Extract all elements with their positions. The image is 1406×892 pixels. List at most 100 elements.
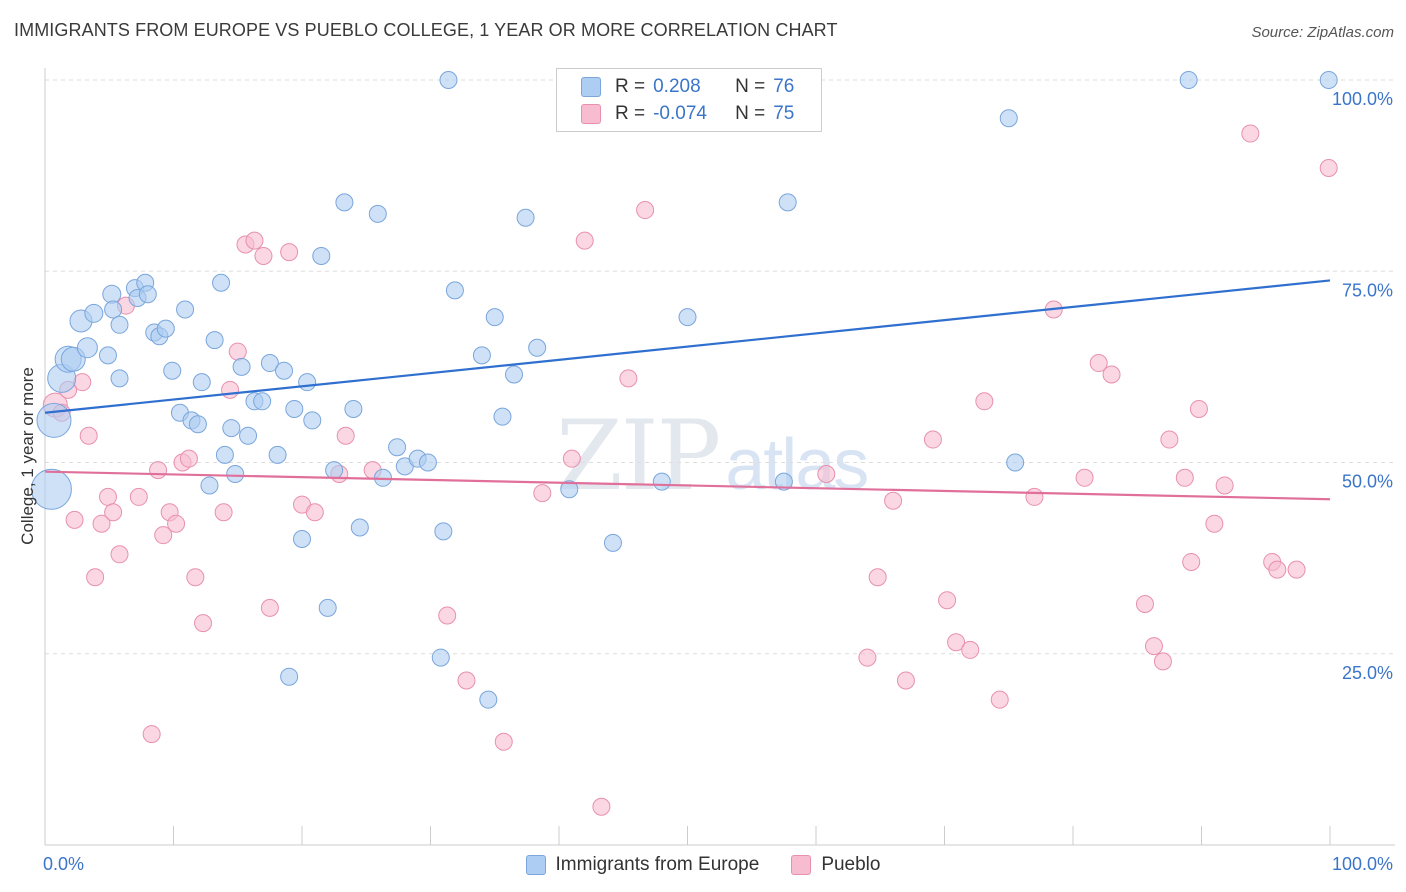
europe-point xyxy=(778,193,797,212)
legend-r-label: R = xyxy=(615,103,646,124)
chart-title: IMMIGRANTS FROM EUROPE VS PUEBLO COLLEGE… xyxy=(14,20,838,40)
europe-point xyxy=(516,208,535,227)
pueblo-point xyxy=(1075,468,1094,487)
pueblo-point xyxy=(228,342,247,361)
pueblo-point xyxy=(438,606,457,625)
europe-point xyxy=(98,346,117,365)
europe-point xyxy=(1006,453,1025,472)
pueblo-point xyxy=(961,640,980,659)
europe-point xyxy=(505,365,524,384)
watermark: ZIPatlas xyxy=(556,400,869,512)
pueblo-point xyxy=(179,449,198,468)
legend-swatch-europe xyxy=(581,77,601,97)
pueblo-point xyxy=(65,510,84,529)
pueblo-point xyxy=(457,671,476,690)
europe-point xyxy=(232,357,251,376)
trend-lines xyxy=(44,279,1331,501)
europe-point xyxy=(493,407,512,426)
europe-point xyxy=(226,464,245,483)
europe-point xyxy=(560,480,579,499)
pueblo-point xyxy=(494,732,513,751)
pueblo-point xyxy=(575,231,594,250)
pueblo-point xyxy=(1089,354,1108,373)
europe-point xyxy=(434,522,453,541)
pueblo-point xyxy=(562,449,581,468)
pueblo-points xyxy=(42,124,1338,816)
pueblo-point xyxy=(73,373,92,392)
pueblo-point xyxy=(1215,476,1234,495)
europe-point xyxy=(431,648,450,667)
y-axis-label: College, 1 year or more xyxy=(18,367,37,545)
pueblo-point xyxy=(1189,399,1208,418)
europe-trend-line xyxy=(44,279,1331,414)
europe-point xyxy=(298,373,317,392)
europe-point xyxy=(344,399,363,418)
europe-point xyxy=(528,338,547,357)
europe-point xyxy=(303,411,322,430)
pueblo-point xyxy=(305,503,324,522)
pueblo-point xyxy=(260,598,279,617)
pueblo-point xyxy=(923,430,942,449)
pueblo-point xyxy=(254,246,273,265)
pueblo-point xyxy=(214,503,233,522)
europe-point xyxy=(678,308,697,327)
legend-swatch-pueblo xyxy=(581,104,601,124)
source-label: Source: ZipAtlas.com xyxy=(1251,24,1394,41)
pueblo-point xyxy=(975,392,994,411)
pueblo-point xyxy=(858,648,877,667)
pueblo-point xyxy=(947,633,966,652)
pueblo-point xyxy=(245,231,264,250)
europe-point xyxy=(368,204,387,223)
pueblo-point xyxy=(186,568,205,587)
pueblo-point xyxy=(98,487,117,506)
pueblo-point xyxy=(154,526,173,545)
europe-point xyxy=(156,319,175,338)
europe-point xyxy=(163,361,182,380)
pueblo-point xyxy=(1025,487,1044,506)
europe-point xyxy=(485,308,504,327)
legend-item-europe[interactable]: Immigrants from Europe xyxy=(525,854,759,876)
europe-point xyxy=(439,71,458,89)
europe-point xyxy=(110,315,129,334)
pueblo-point xyxy=(817,464,836,483)
pueblo-point xyxy=(1135,595,1154,614)
europe-point xyxy=(1179,71,1198,89)
europe-point xyxy=(84,303,104,323)
pueblo-point xyxy=(79,426,98,445)
europe-point xyxy=(293,530,311,548)
pueblo-point xyxy=(533,484,552,503)
europe-point xyxy=(350,518,369,537)
pueblo-point xyxy=(636,201,655,220)
x-tick-label: 0.0% xyxy=(43,854,84,874)
europe-point xyxy=(280,667,299,686)
pueblo-point xyxy=(336,426,355,445)
pueblo-point xyxy=(194,614,213,633)
europe-point xyxy=(318,598,337,617)
watermark-zip: ZIP xyxy=(556,400,721,512)
europe-point xyxy=(36,402,72,438)
pueblo-point xyxy=(92,514,111,533)
pueblo-point xyxy=(1287,560,1306,579)
europe-point xyxy=(30,468,72,510)
pueblo-point xyxy=(1182,552,1201,571)
pueblo-point xyxy=(221,380,240,399)
europe-point xyxy=(192,373,211,392)
pueblo-point xyxy=(1160,430,1179,449)
pueblo-point xyxy=(1241,124,1260,143)
europe-point xyxy=(472,346,491,365)
legend-row-pueblo: R = -0.074 N = 75 xyxy=(581,102,794,126)
europe-point xyxy=(479,690,498,709)
europe-point xyxy=(188,415,207,434)
europe-point xyxy=(200,476,219,495)
europe-point xyxy=(285,399,304,418)
pueblo-point xyxy=(619,369,638,388)
europe-point xyxy=(652,472,671,491)
europe-point xyxy=(418,453,437,472)
europe-point xyxy=(102,284,122,304)
pueblo-point xyxy=(142,725,161,744)
y-tick-label: 75.0% xyxy=(1342,280,1393,300)
pueblo-point xyxy=(104,503,123,522)
legend-item-pueblo[interactable]: Pueblo xyxy=(791,854,880,876)
pueblo-point xyxy=(592,797,611,816)
